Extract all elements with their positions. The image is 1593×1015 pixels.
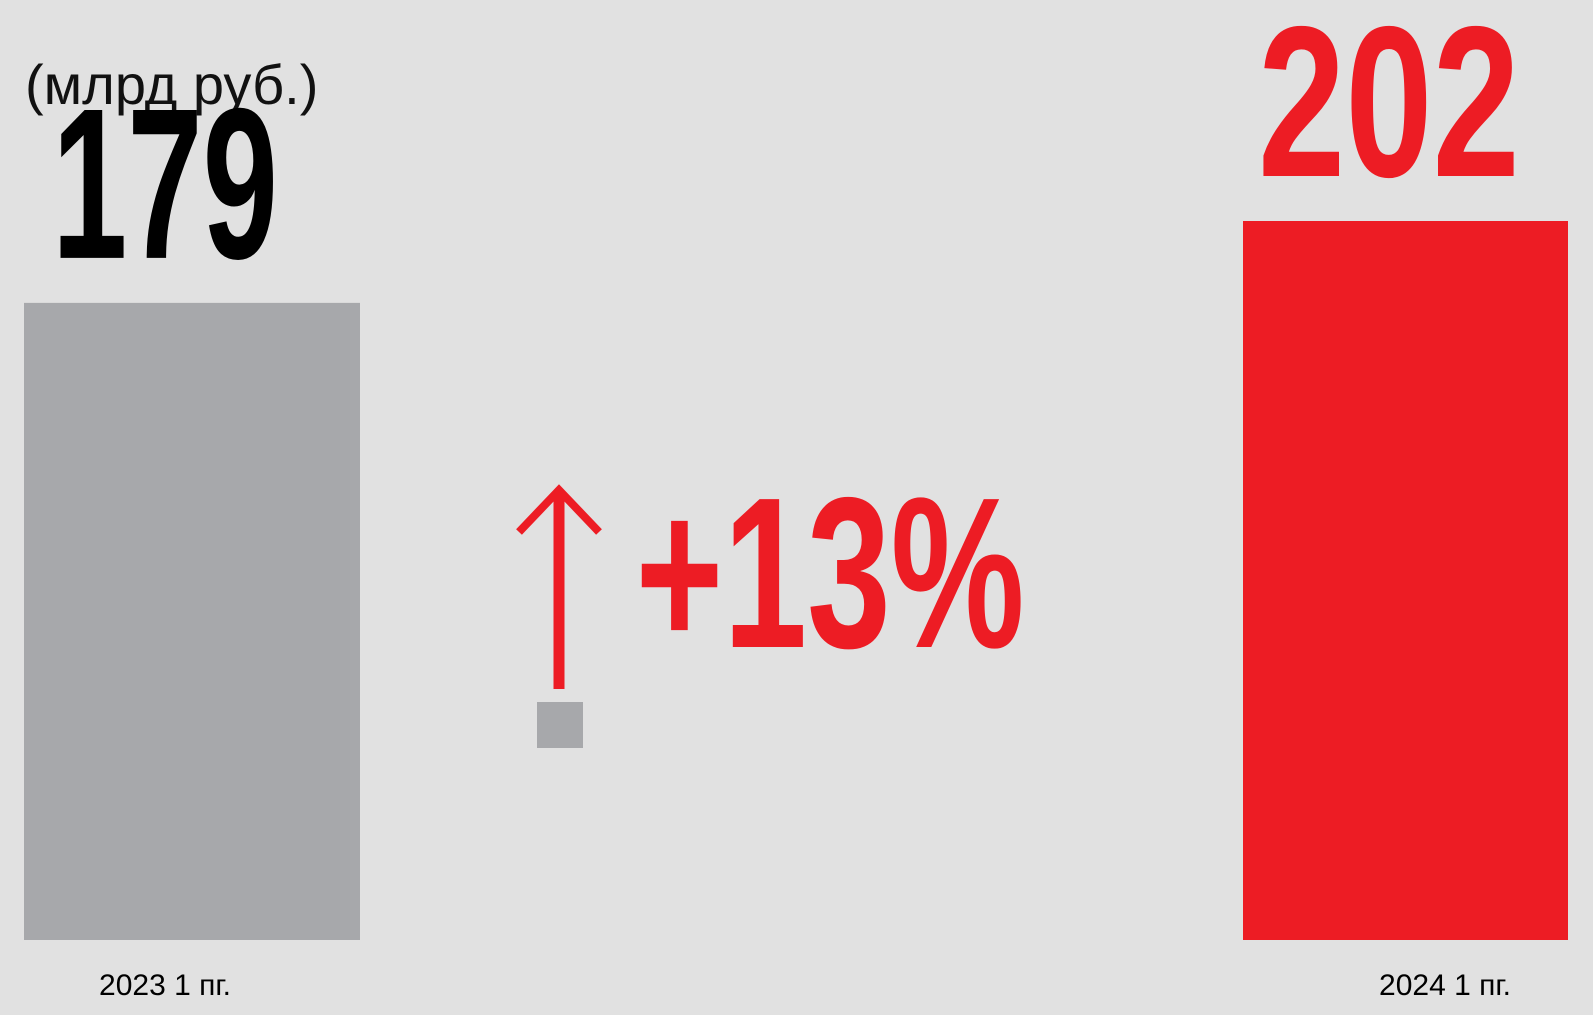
arrow-head bbox=[516, 484, 602, 535]
change-annotation: +13% bbox=[635, 454, 1024, 694]
x-tick-label: 2024 1 пг. bbox=[1379, 969, 1511, 1002]
chart-subtitle: (млрд руб.) bbox=[25, 53, 318, 116]
bar bbox=[24, 302, 360, 940]
x-tick-label: 2023 1 пг. bbox=[99, 969, 231, 1002]
bar bbox=[1243, 221, 1568, 940]
value-label: 179 bbox=[52, 64, 278, 305]
arrow-base bbox=[537, 702, 583, 748]
value-label: 202 bbox=[1258, 0, 1520, 222]
